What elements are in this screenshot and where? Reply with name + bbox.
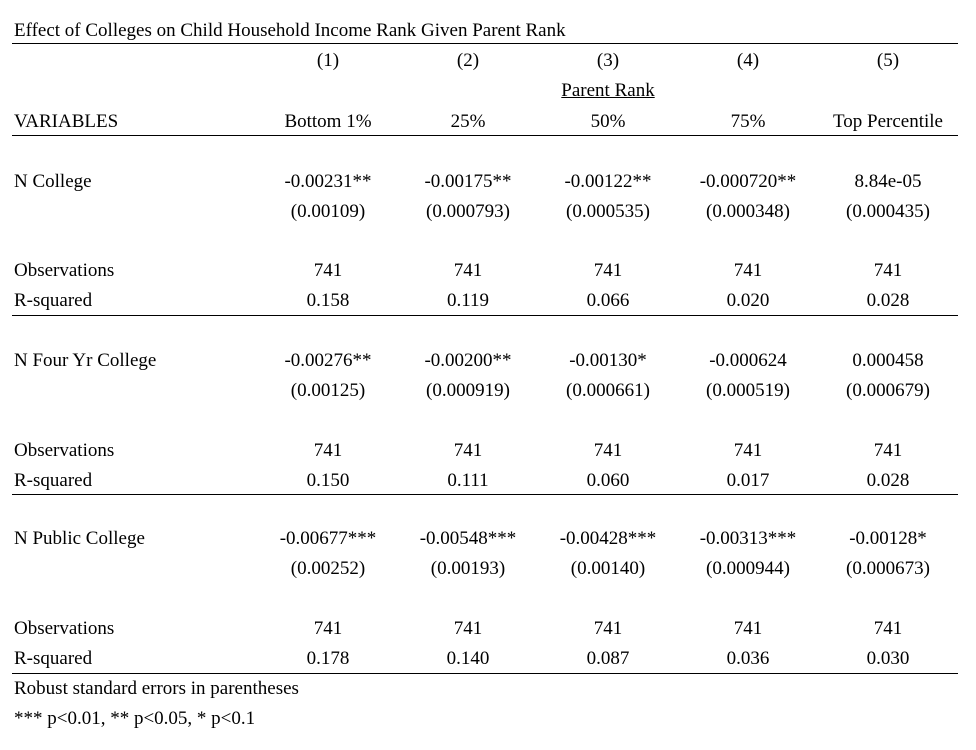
rsquared-cell: 0.020: [726, 290, 770, 311]
coefficient-cell: -0.00122**: [564, 171, 652, 192]
rsquared-cell: 0.017: [726, 470, 770, 491]
variables-header: VARIABLES: [14, 111, 119, 132]
rsquared-cell: 0.087: [586, 648, 630, 669]
std-error-cell: (0.000661): [566, 380, 650, 401]
rsquared-cell: 0.028: [866, 470, 910, 491]
observations-cell: 741: [873, 260, 903, 281]
observations-cell: 741: [313, 440, 343, 461]
std-error-cell: (0.00140): [570, 558, 646, 579]
rsquared-cell: 0.178: [306, 648, 350, 669]
std-error-cell: (0.000435): [846, 201, 930, 222]
rsquared-cell: 0.111: [447, 470, 489, 491]
observations-cell: 741: [453, 618, 483, 639]
rsquared-label: R-squared: [14, 470, 93, 491]
table-title: Effect of Colleges on Child Household In…: [14, 20, 566, 41]
observations-cell: 741: [733, 440, 763, 461]
rsquared-label: R-squared: [14, 290, 93, 311]
column-label-2: 25%: [450, 111, 486, 132]
rsquared-cell: 0.150: [306, 470, 350, 491]
panel-rule: [12, 494, 958, 495]
observations-cell: 741: [453, 260, 483, 281]
std-error-cell: (0.000679): [846, 380, 930, 401]
coefficient-cell: -0.00548***: [419, 528, 517, 549]
bottom-rule: [12, 673, 958, 674]
rsquared-cell: 0.028: [866, 290, 910, 311]
observations-label: Observations: [14, 260, 115, 281]
table-note: Robust standard errors in parentheses: [14, 678, 299, 699]
rsquared-cell: 0.158: [306, 290, 350, 311]
observations-cell: 741: [593, 440, 623, 461]
rsquared-cell: 0.036: [726, 648, 770, 669]
top-rule: [12, 43, 958, 44]
coefficient-cell: -0.00313***: [699, 528, 797, 549]
std-error-cell: (0.00109): [290, 201, 366, 222]
variable-label: N College: [14, 171, 92, 192]
std-error-cell: (0.000673): [846, 558, 930, 579]
coefficient-cell: -0.00175**: [424, 171, 512, 192]
observations-cell: 741: [733, 260, 763, 281]
group-header: Parent Rank: [561, 80, 655, 101]
std-error-cell: (0.000348): [706, 201, 790, 222]
observations-cell: 741: [873, 440, 903, 461]
column-number-2: (2): [456, 50, 480, 71]
std-error-cell: (0.00193): [430, 558, 506, 579]
std-error-cell: (0.00125): [290, 380, 366, 401]
column-label-4: 75%: [730, 111, 766, 132]
observations-label: Observations: [14, 618, 115, 639]
rsquared-cell: 0.060: [586, 470, 630, 491]
coefficient-cell: -0.000624: [709, 350, 787, 371]
rsquared-cell: 0.140: [446, 648, 490, 669]
observations-cell: 741: [873, 618, 903, 639]
coefficient-cell: -0.000720**: [699, 171, 797, 192]
column-number-4: (4): [736, 50, 760, 71]
observations-cell: 741: [313, 260, 343, 281]
std-error-cell: (0.000519): [706, 380, 790, 401]
std-error-cell: (0.000793): [426, 201, 510, 222]
column-number-3: (3): [596, 50, 620, 71]
column-label-1: Bottom 1%: [284, 111, 372, 132]
significance-note: *** p<0.01, ** p<0.05, * p<0.1: [14, 708, 256, 729]
coefficient-cell: -0.00128*: [849, 528, 927, 549]
column-label-5: Top Percentile: [833, 111, 943, 132]
coefficient-cell: -0.00130*: [569, 350, 647, 371]
variable-label: N Public College: [14, 528, 145, 549]
std-error-cell: (0.000535): [566, 201, 650, 222]
observations-cell: 741: [733, 618, 763, 639]
std-error-cell: (0.000919): [426, 380, 510, 401]
coefficient-cell: -0.00231**: [284, 171, 372, 192]
coefficient-cell: -0.00677***: [279, 528, 377, 549]
rsquared-cell: 0.030: [866, 648, 910, 669]
rsquared-cell: 0.066: [586, 290, 630, 311]
coefficient-cell: 8.84e-05: [854, 171, 922, 192]
rsquared-label: R-squared: [14, 648, 93, 669]
std-error-cell: (0.000944): [706, 558, 790, 579]
coefficient-cell: -0.00276**: [284, 350, 372, 371]
observations-cell: 741: [453, 440, 483, 461]
observations-cell: 741: [313, 618, 343, 639]
coefficient-cell: 0.000458: [852, 350, 924, 371]
column-number-5: (5): [876, 50, 900, 71]
std-error-cell: (0.00252): [290, 558, 366, 579]
panel-rule: [12, 315, 958, 316]
observations-cell: 741: [593, 260, 623, 281]
header-rule: [12, 135, 958, 136]
observations-label: Observations: [14, 440, 115, 461]
coefficient-cell: -0.00200**: [424, 350, 512, 371]
observations-cell: 741: [593, 618, 623, 639]
rsquared-cell: 0.119: [446, 290, 490, 311]
coefficient-cell: -0.00428***: [559, 528, 657, 549]
column-number-1: (1): [316, 50, 340, 71]
column-label-3: 50%: [590, 111, 626, 132]
variable-label: N Four Yr College: [14, 350, 157, 371]
